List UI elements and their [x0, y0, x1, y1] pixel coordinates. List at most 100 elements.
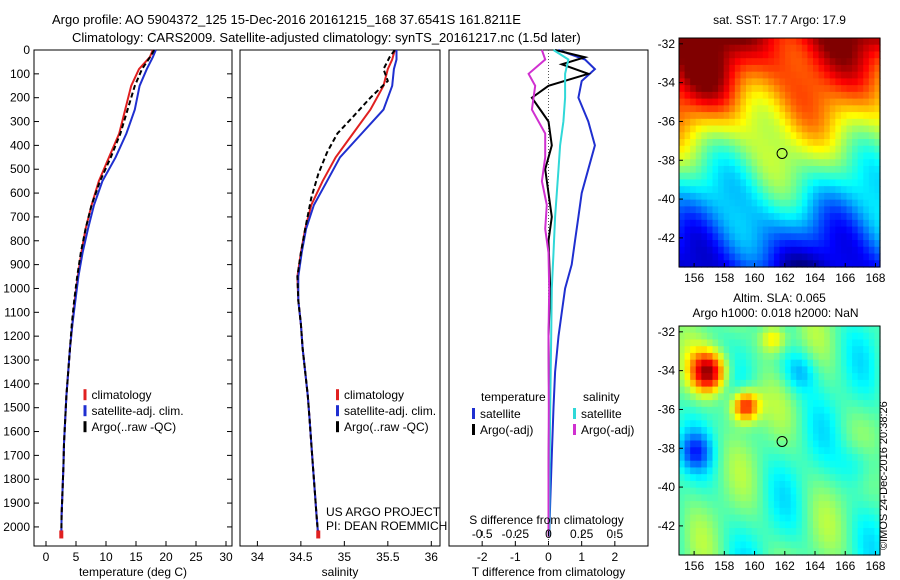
heatmap-cell [679, 352, 686, 361]
heatmap-cell [807, 159, 814, 167]
heatmap-cell [734, 514, 742, 522]
heatmap-cell [695, 541, 702, 549]
heatmap-cell [751, 246, 758, 255]
heatmap-cell [701, 494, 708, 502]
heatmap-cell [840, 366, 848, 374]
heatmap-cell [840, 460, 848, 469]
heatmap-cell [729, 366, 736, 374]
heatmap-cell [734, 179, 742, 187]
heatmap-cell [751, 145, 758, 154]
heatmap-cell [706, 38, 714, 46]
heatmap-cell [852, 186, 859, 194]
heatmap-cell [690, 413, 697, 421]
heatmap-cell [773, 199, 781, 207]
heatmap-cell [824, 467, 831, 475]
heatmap-cell [723, 206, 730, 214]
heatmap-cell [846, 172, 853, 181]
heatmap-cell [779, 528, 786, 536]
heatmap-cell [712, 346, 719, 354]
heatmap-cell [857, 58, 864, 66]
heatmap-cell [818, 112, 825, 120]
heatmap-cell [829, 514, 836, 522]
heatmap-cell [785, 528, 792, 536]
heatmap-cell [868, 514, 876, 522]
heatmap-cell [846, 507, 853, 516]
heatmap-cell [751, 179, 758, 187]
heatmap-cell [712, 186, 719, 194]
heatmap-cell [779, 38, 786, 46]
heatmap-cell [684, 494, 691, 502]
heatmap-cell [863, 125, 870, 133]
heatmap-cell [734, 534, 742, 543]
heatmap-cell [801, 514, 809, 522]
heatmap-cell [757, 373, 764, 381]
heatmap-cell [740, 379, 747, 388]
heatmap-cell [690, 326, 697, 334]
heatmap-cell [874, 145, 881, 154]
heatmap-cell [723, 213, 730, 221]
heatmap-cell [813, 206, 820, 214]
heatmap-cell [712, 474, 719, 482]
heatmap-cell [746, 78, 753, 86]
heatmap-cell [824, 528, 831, 536]
bottom-marker [316, 530, 321, 539]
heatmap-cell [779, 246, 786, 255]
heatmap-cell [829, 85, 836, 93]
heatmap-cell [718, 406, 725, 415]
heatmap-cell [868, 91, 876, 100]
heatmap-cell [684, 528, 691, 536]
heatmap-cell [829, 145, 836, 154]
heatmap-cell [824, 541, 831, 549]
heatmap-cell [723, 541, 730, 549]
heatmap-cell [824, 332, 831, 341]
heatmap-cell [852, 433, 859, 442]
heatmap-cell [723, 159, 730, 167]
heatmap-cell [835, 413, 842, 421]
heatmap-cell [762, 460, 769, 469]
heatmap-cell [818, 145, 825, 154]
heatmap-cell [684, 332, 691, 341]
heatmap-cell [757, 413, 764, 421]
heatmap-cell [813, 440, 820, 448]
heatmap-cell [690, 501, 697, 509]
heatmap-cell [818, 172, 825, 181]
heatmap-cell [874, 139, 881, 147]
heatmap-cell [695, 58, 702, 66]
heatmap-cell [746, 359, 753, 368]
heatmap-cell [695, 528, 702, 536]
heatmap-cell [695, 480, 702, 489]
heatmap-cell [723, 98, 730, 106]
heatmap-cell [690, 521, 697, 529]
heatmap-cell [701, 453, 708, 462]
temperature-profile-plot: 0100200300400500600700800900100011001200… [3, 43, 233, 579]
heatmap-cell [801, 366, 809, 374]
heatmap-cell [690, 480, 697, 489]
heatmap-cell [679, 179, 686, 187]
heatmap-cell [768, 139, 775, 147]
heatmap-cell [773, 413, 781, 421]
heatmap-cell [874, 246, 881, 255]
heatmap-cell [785, 352, 792, 361]
heatmap-cell [740, 359, 747, 368]
heatmap-cell [773, 145, 781, 154]
heatmap-cell [690, 427, 697, 435]
heatmap-cell [746, 125, 753, 133]
heatmap-cell [818, 165, 825, 174]
heatmap-cell [706, 326, 714, 334]
heatmap-cell [840, 91, 848, 100]
heatmap-cell [846, 159, 853, 167]
heatmap-cell [746, 44, 753, 53]
heatmap-cell [746, 253, 753, 261]
heatmap-cell [779, 186, 786, 194]
heatmap-cell [679, 514, 686, 522]
heatmap-cell [840, 501, 848, 509]
heatmap-cell [679, 534, 686, 543]
heatmap-cell [813, 246, 820, 255]
heatmap-cell [829, 179, 836, 187]
heatmap-cell [796, 78, 803, 86]
sla-map-plot: 156 158 160 162 164 166 168-32-34-36-38-40-42A… [658, 291, 886, 573]
heatmap-cell [835, 199, 842, 207]
heatmap-cell [757, 406, 764, 415]
heatmap-cell [785, 58, 792, 66]
heatmap-cell [801, 192, 809, 201]
